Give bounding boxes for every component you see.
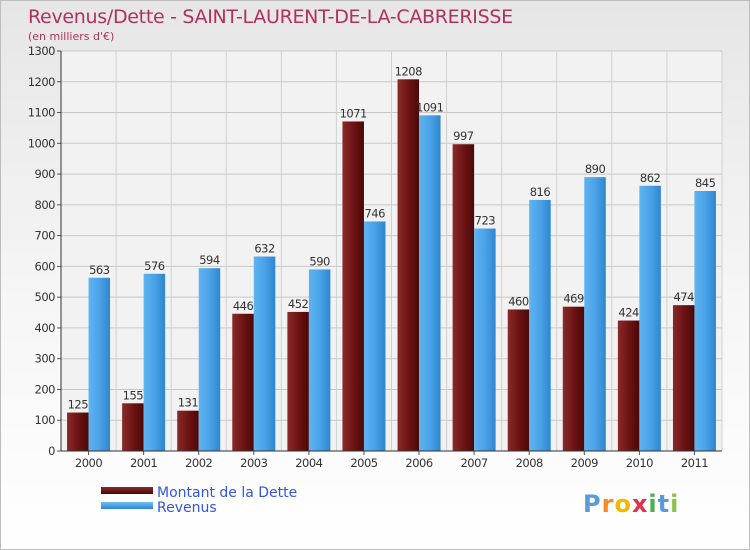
bar-dette [232, 313, 254, 451]
bar-revenus [529, 199, 551, 451]
y-tick-label: 1200 [28, 75, 55, 89]
bar-revenus [253, 256, 276, 451]
logo-letter: x [631, 490, 649, 518]
logo-letter: o [614, 490, 632, 518]
x-tick-label: 2007 [460, 456, 487, 470]
x-tick-label: 2002 [185, 456, 212, 470]
y-tick-label: 1100 [28, 106, 55, 120]
bar-dette [67, 412, 89, 451]
y-tick-label: 1300 [28, 44, 55, 58]
label-revenus: 746 [364, 206, 385, 220]
label-revenus: 862 [640, 171, 661, 185]
chart-title: Revenus/Dette - SAINT-LAURENT-DE-LA-CABR… [28, 6, 513, 28]
label-dette: 469 [563, 292, 584, 306]
bar-revenus [474, 228, 496, 451]
label-revenus: 632 [254, 242, 275, 256]
x-tick-label: 2009 [571, 456, 598, 470]
y-tick-label: 600 [35, 259, 56, 273]
bar-revenus [584, 177, 606, 451]
bar-dette [122, 403, 144, 451]
bar-revenus [419, 115, 441, 452]
label-dette: 474 [673, 290, 694, 304]
y-tick-label: 1000 [28, 136, 55, 150]
label-revenus: 594 [199, 253, 220, 267]
logo-letter: P [583, 490, 602, 518]
bar-revenus [198, 268, 221, 451]
y-tick-label: 900 [35, 167, 56, 181]
legend-swatch-revenus [101, 502, 153, 509]
label-dette: 997 [453, 129, 474, 143]
x-tick-label: 2003 [240, 456, 267, 470]
bar-dette [562, 306, 585, 451]
label-revenus: 723 [475, 214, 496, 228]
y-tick-label: 300 [35, 352, 56, 366]
y-tick-label: 100 [35, 413, 56, 427]
bar-dette [287, 311, 309, 451]
y-tick-label: 400 [35, 321, 56, 335]
bar-dette [672, 305, 695, 451]
x-tick-label: 2001 [130, 456, 157, 470]
legend-swatch-dette [101, 487, 153, 494]
x-tick-label: 2006 [405, 456, 432, 470]
y-tick-label: 200 [35, 382, 56, 396]
x-tick-label: 2000 [75, 456, 102, 470]
label-revenus: 576 [144, 259, 165, 273]
bar-revenus [143, 273, 166, 451]
label-revenus: 890 [585, 162, 606, 176]
legend-label-dette: Montant de la Dette [157, 485, 298, 501]
bar-revenus [363, 221, 386, 451]
label-dette: 1208 [395, 64, 422, 78]
legend-label-revenus: Revenus [157, 500, 217, 516]
label-dette: 125 [68, 398, 89, 412]
label-dette: 424 [618, 306, 639, 320]
bar-revenus [88, 277, 111, 451]
y-tick-label: 0 [48, 444, 55, 458]
label-dette: 460 [508, 294, 529, 308]
label-revenus: 816 [530, 185, 551, 199]
y-tick-label: 500 [35, 290, 56, 304]
bar-revenus [639, 185, 661, 451]
x-tick-label: 2010 [626, 456, 653, 470]
label-dette: 155 [123, 388, 144, 402]
logo-letter: i [670, 490, 680, 518]
label-dette: 131 [178, 396, 199, 410]
logo-letter: t [657, 490, 671, 518]
label-revenus: 563 [89, 263, 110, 277]
label-revenus: 590 [309, 254, 330, 268]
y-tick-label: 800 [35, 198, 56, 212]
bar-dette [177, 410, 199, 451]
x-tick-label: 2008 [516, 456, 543, 470]
proxiti-logo: Proxiti [583, 490, 679, 518]
label-revenus: 1091 [416, 100, 443, 114]
label-dette: 452 [288, 297, 309, 311]
y-tick-label: 700 [35, 229, 56, 243]
bar-dette [342, 121, 364, 451]
x-tick-label: 2011 [681, 456, 708, 470]
bar-dette [397, 79, 420, 452]
x-tick-label: 2004 [295, 456, 322, 470]
label-revenus: 845 [695, 176, 716, 190]
label-dette: 446 [233, 299, 254, 313]
bar-dette [617, 320, 640, 451]
logo-letter: i [648, 490, 658, 518]
x-tick-label: 2005 [350, 456, 377, 470]
bar-revenus [308, 269, 331, 451]
bar-dette [452, 144, 475, 451]
bar-dette [507, 309, 530, 451]
chart-subtitle: (en milliers d'€) [28, 30, 115, 43]
label-dette: 1071 [340, 106, 367, 120]
logo-letter: r [601, 490, 615, 518]
bar-revenus [694, 191, 716, 451]
